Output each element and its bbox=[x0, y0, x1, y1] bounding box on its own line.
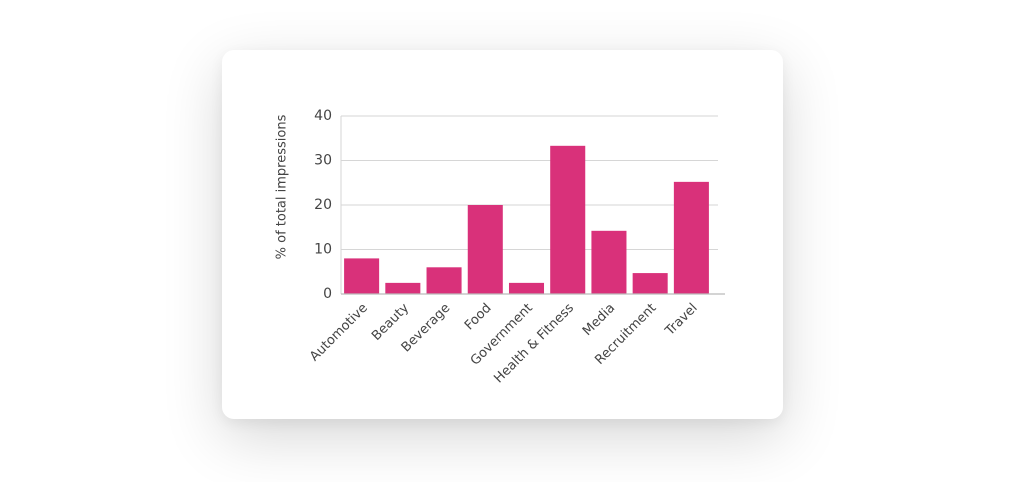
y-tick-label: 40 bbox=[314, 108, 332, 124]
bar bbox=[508, 282, 545, 294]
x-tick-label: Health & Fitness bbox=[491, 301, 577, 387]
bar bbox=[632, 273, 668, 294]
y-axis-label: % of total impressions bbox=[275, 114, 290, 259]
x-tick-label: Food bbox=[462, 301, 495, 334]
bar bbox=[385, 282, 421, 294]
x-tick-label: Media bbox=[580, 301, 618, 339]
bar bbox=[467, 205, 503, 294]
x-tick-label: Automotive bbox=[307, 301, 371, 365]
y-tick-label: 30 bbox=[314, 153, 332, 169]
y-tick-label: 10 bbox=[314, 242, 332, 258]
bar bbox=[344, 258, 380, 294]
y-tick-label: 0 bbox=[323, 286, 332, 302]
bar bbox=[591, 230, 627, 294]
bar bbox=[673, 181, 709, 294]
x-tick-label: Travel bbox=[662, 301, 701, 340]
y-tick-label: 20 bbox=[314, 197, 332, 213]
bar bbox=[550, 145, 586, 294]
bar bbox=[426, 267, 462, 294]
